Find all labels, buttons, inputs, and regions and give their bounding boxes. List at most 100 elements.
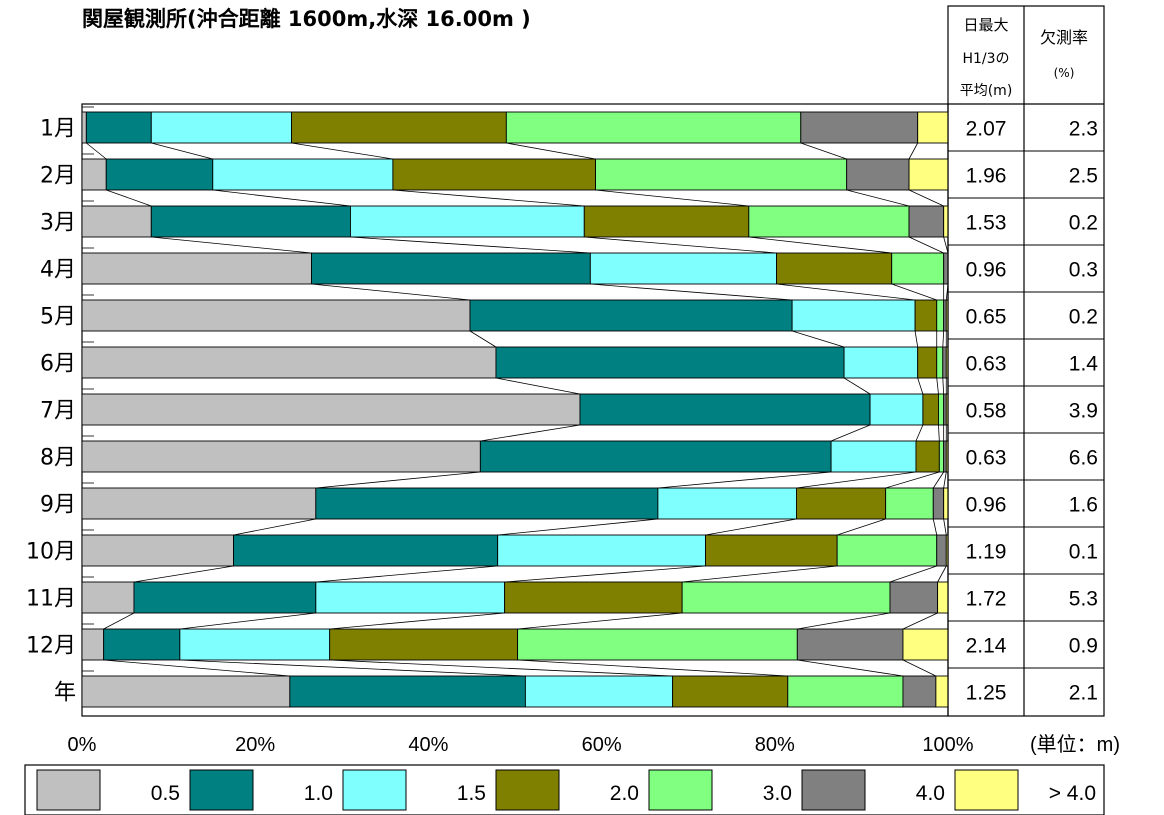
series-connector: [179, 612, 316, 630]
series-connector: [233, 518, 316, 536]
series-connector: [937, 565, 947, 583]
bar-segment: [791, 299, 916, 332]
legend: 0.5 1.0 1.5 2.0 3.0 4.0 > 4.0: [24, 764, 1105, 815]
series-connector: [830, 424, 871, 442]
daily-max-h13-value: 1.96: [966, 165, 1007, 188]
bar-segment: [846, 158, 910, 191]
bar-segment: [942, 346, 947, 379]
bar-segment: [672, 675, 789, 708]
daily-max-h13-value: 0.96: [966, 494, 1007, 517]
series-connector: [889, 565, 937, 583]
series-connector: [908, 236, 944, 254]
missing-rate-value: 0.1: [1069, 541, 1098, 564]
bar-segment: [943, 205, 949, 238]
missing-rate-value: 0.9: [1069, 635, 1098, 658]
bar-segment: [800, 111, 919, 144]
daily-max-h13-value: 0.63: [966, 353, 1007, 376]
bar-segment: [81, 440, 481, 473]
daily-max-h13-value: 0.63: [966, 447, 1007, 470]
series-connector: [748, 236, 892, 254]
bar-segment: [81, 487, 317, 520]
stats-table: 日最大 H1/3の 平均(m) 欠測率 (%) 2.07 2.3 1.96 2.5 1.…: [947, 5, 1105, 717]
legend-label: 2.0: [610, 782, 639, 805]
bar-segment: [81, 252, 312, 285]
series-connector: [315, 471, 481, 489]
series-connector: [846, 189, 910, 207]
bar-segment: [936, 299, 945, 332]
bar-segment: [932, 487, 945, 520]
bar-segment: [595, 158, 848, 191]
series-connector: [329, 659, 673, 677]
series-connector: [843, 377, 871, 395]
header-missing-rate-line1: 欠測率: [1040, 28, 1088, 47]
series-connector: [179, 659, 526, 677]
series-connector: [908, 189, 944, 207]
category-label: 年: [54, 681, 76, 706]
series-connector: [796, 471, 917, 489]
bar-segment: [869, 393, 924, 426]
bar-segment: [291, 111, 507, 144]
series-connector: [480, 424, 581, 442]
series-connector: [133, 565, 234, 583]
bars-layer: [81, 111, 949, 708]
bar-segment: [902, 675, 937, 708]
category-label: 8月: [40, 446, 76, 471]
bar-segment: [85, 111, 152, 144]
series-connector: [495, 377, 581, 395]
series-connector: [943, 518, 947, 536]
series-connector: [103, 659, 290, 677]
series-connector: [943, 236, 949, 254]
daily-max-h13-value: 0.58: [966, 400, 1007, 423]
x-tick-label: 20%: [235, 734, 275, 756]
series-connector: [885, 471, 940, 489]
bar-segment: [705, 534, 838, 567]
bar-segment: [908, 158, 949, 191]
bar-segment: [311, 252, 591, 285]
bar-segment: [133, 581, 317, 614]
daily-max-h13-value: 2.14: [966, 635, 1007, 658]
legend-label: 0.5: [151, 782, 180, 805]
bar-segment: [392, 158, 596, 191]
series-connector: [915, 424, 924, 442]
series-connector: [797, 659, 904, 677]
bar-segment: [938, 440, 945, 473]
legend-swatch: [495, 769, 560, 811]
bar-segment: [469, 299, 793, 332]
x-tick-label: 80%: [755, 734, 795, 756]
bar-segment: [212, 158, 394, 191]
legend-label: 1.5: [457, 782, 486, 805]
header-daily-max-line2: H1/3の: [962, 51, 1009, 67]
daily-max-h13-value: 0.96: [966, 259, 1007, 282]
bar-segment: [922, 393, 939, 426]
series-connector: [932, 518, 938, 536]
series-connector: [792, 330, 845, 348]
bar-segment: [504, 581, 683, 614]
series-connector: [891, 283, 937, 301]
bar-segment: [517, 628, 798, 661]
x-tick-label: 40%: [408, 734, 448, 756]
category-label: 11月: [26, 587, 76, 612]
series-connector: [350, 236, 591, 254]
legend-swatch: [342, 769, 407, 811]
legend-swatch: [954, 769, 1019, 811]
bar-segment: [937, 581, 949, 614]
bar-segment: [479, 440, 832, 473]
series-connector: [506, 142, 596, 160]
bar-segment: [943, 252, 949, 285]
bar-segment: [81, 111, 87, 144]
missing-rate-value: 2.1: [1069, 682, 1098, 705]
bar-segment: [81, 299, 471, 332]
missing-rate-value: 2.3: [1069, 118, 1098, 141]
bar-segment: [830, 440, 917, 473]
legend-label: 1.0: [304, 782, 333, 805]
category-label: 9月: [40, 493, 76, 518]
bar-segment: [524, 675, 674, 708]
category-label: 3月: [40, 211, 76, 236]
bar-segment: [495, 346, 845, 379]
bar-segment: [103, 628, 181, 661]
series-connector: [584, 236, 777, 254]
bar-segment: [891, 252, 945, 285]
series-connector: [932, 471, 945, 489]
bar-segment: [497, 534, 706, 567]
